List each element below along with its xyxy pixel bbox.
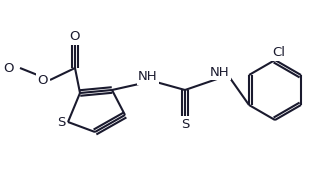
Text: O: O xyxy=(70,30,80,44)
Text: N: N xyxy=(138,71,148,83)
Text: Cl: Cl xyxy=(272,47,286,60)
Text: NH: NH xyxy=(210,65,230,79)
Text: NH: NH xyxy=(138,69,158,82)
Text: O: O xyxy=(3,61,14,75)
Text: S: S xyxy=(181,117,189,131)
Text: S: S xyxy=(57,116,65,128)
Text: O: O xyxy=(38,74,48,86)
Text: H: H xyxy=(144,71,153,83)
